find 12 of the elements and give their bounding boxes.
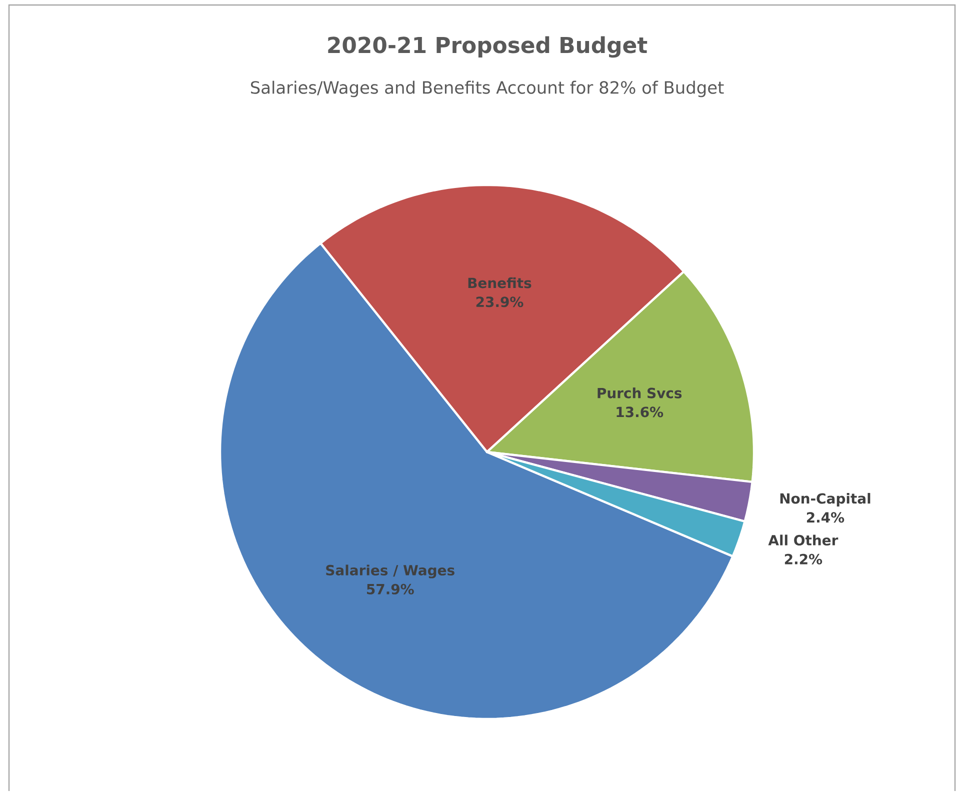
data-label: 13.6% <box>616 406 664 418</box>
slice-label: All Other <box>768 534 838 546</box>
slice-label: Non-Capital <box>780 493 870 507</box>
slice-label: Purch Svcs <box>598 388 682 399</box>
chart-title: 2020-21 Proposed Budget <box>328 36 648 58</box>
chart-subtitle: Salaries/Wages and Benefits Account for 82% of Budget <box>250 80 724 98</box>
data-label: 57.9% <box>367 584 414 595</box>
data-label: 2.2% <box>784 554 822 565</box>
slice-label: Salaries / Wages <box>326 564 454 579</box>
data-label: 2.4% <box>806 512 844 523</box>
slice-label: Benefits <box>468 278 532 288</box>
data-label: 23.9% <box>476 296 524 308</box>
